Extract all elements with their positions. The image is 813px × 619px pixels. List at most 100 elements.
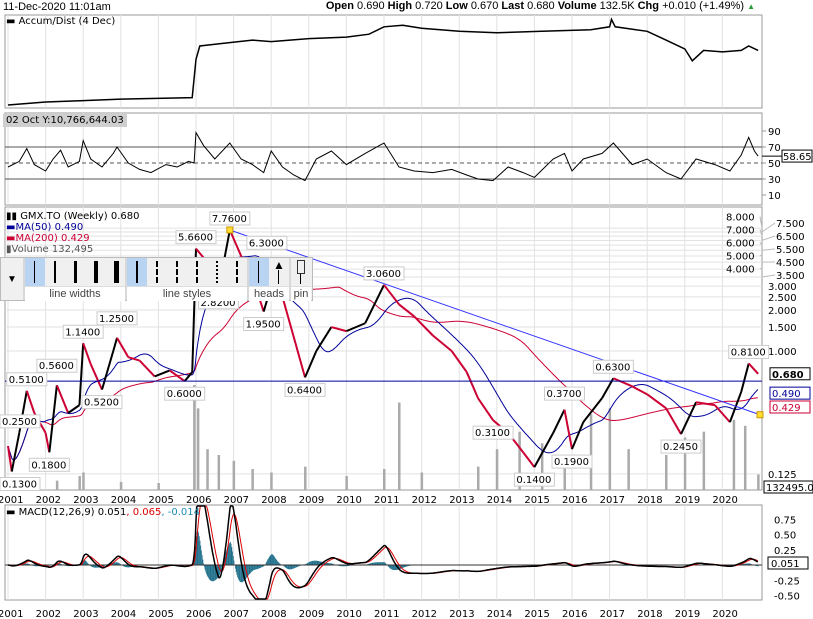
accum-dist-line bbox=[7, 17, 759, 106]
price-segment bbox=[747, 362, 759, 375]
line-style-dash-short[interactable] bbox=[187, 258, 207, 286]
macd-histogram-bar bbox=[381, 562, 382, 565]
macd-histogram-bar bbox=[117, 562, 119, 565]
line-style-dash-long[interactable] bbox=[147, 258, 167, 286]
macd-histogram-bar bbox=[368, 563, 370, 565]
macd-histogram-bar bbox=[332, 563, 334, 565]
price-segment bbox=[432, 334, 453, 352]
macd-histogram-bar bbox=[205, 565, 207, 573]
macd-histogram-bar bbox=[210, 565, 212, 581]
price-axis-label: 6.000 bbox=[726, 239, 755, 250]
line-width-2[interactable] bbox=[45, 258, 65, 286]
volume-bar bbox=[304, 466, 307, 490]
price-axis-leader bbox=[759, 242, 763, 246]
price-segment bbox=[740, 363, 750, 393]
macd-histogram-bar bbox=[291, 565, 293, 570]
macd-histogram-bar bbox=[87, 563, 89, 565]
price-annotation-label: 0.1300 bbox=[2, 480, 37, 491]
macd-histogram-bar bbox=[276, 560, 278, 565]
price-annotation-label: 3.0600 bbox=[366, 269, 401, 280]
toolbar-dropdown-button[interactable]: ▼ bbox=[1, 258, 25, 300]
head-arrow[interactable]: ▲ bbox=[269, 258, 289, 286]
macd-histogram-bar bbox=[241, 565, 243, 583]
line-width-4[interactable] bbox=[85, 258, 105, 286]
macd-histogram-bar bbox=[93, 565, 95, 568]
price-segment bbox=[89, 363, 103, 391]
macd-histogram-bar bbox=[200, 545, 202, 565]
line-width-1[interactable] bbox=[25, 258, 45, 286]
ma200-text: MA(200) 0.429 bbox=[15, 233, 90, 244]
macd-histogram-bar bbox=[267, 559, 269, 565]
volume-bar bbox=[196, 408, 200, 490]
macd-tick-label: 0.75 bbox=[774, 515, 796, 526]
macd-histogram-bar bbox=[340, 565, 342, 567]
macd-histogram-bar bbox=[370, 563, 372, 565]
price-annotation-label: 2.8200 bbox=[201, 298, 236, 309]
price-segment bbox=[138, 359, 156, 378]
macd-histogram-bar bbox=[119, 563, 121, 565]
line-style-dash[interactable] bbox=[167, 258, 187, 286]
price-segment bbox=[695, 401, 716, 407]
volume-bar bbox=[251, 469, 254, 490]
macd-histogram-bar bbox=[243, 565, 245, 581]
price-segment bbox=[101, 350, 115, 390]
price-segment bbox=[116, 337, 130, 358]
pin-button[interactable] bbox=[291, 258, 311, 286]
accum-legend: ▬ Accum/Dist (4 Dec) bbox=[6, 16, 115, 27]
macd-histogram-bar bbox=[228, 544, 230, 565]
macd-histogram-bar bbox=[318, 561, 320, 565]
line-width-3[interactable] bbox=[65, 258, 85, 286]
macd-histogram-bar bbox=[285, 565, 287, 569]
macd-histogram-bar bbox=[308, 562, 309, 565]
macd-histogram-bar bbox=[125, 565, 126, 568]
macd-histogram-bar bbox=[748, 563, 750, 565]
macd-histogram-bar bbox=[227, 547, 228, 565]
line-style-solid[interactable] bbox=[127, 258, 147, 286]
volume-bar bbox=[589, 414, 593, 490]
price-annotation-label: 0.5600 bbox=[39, 361, 74, 372]
macd-histogram-bar bbox=[202, 559, 204, 565]
ma200-value-box bbox=[769, 400, 811, 414]
price-axis-leader bbox=[761, 222, 776, 233]
macd-histogram-bar bbox=[209, 565, 210, 580]
price-segment bbox=[450, 350, 468, 373]
macd-histogram-bar bbox=[198, 532, 199, 565]
macd-histogram-bar bbox=[83, 560, 85, 565]
macd-histogram-bar bbox=[284, 565, 286, 567]
line-style-dash-dot[interactable] bbox=[227, 258, 247, 286]
x-axis-top-label: 2010 bbox=[336, 495, 361, 506]
macd-histogram-bar bbox=[245, 565, 246, 580]
line-style-dotted[interactable] bbox=[207, 258, 227, 286]
macd-histogram-bar bbox=[258, 565, 259, 569]
price-annotation-label: 0.5100 bbox=[9, 375, 44, 386]
macd-histogram-bar bbox=[124, 565, 126, 567]
x-axis-top-label: 2007 bbox=[224, 495, 249, 506]
macd-histogram-bar bbox=[390, 565, 392, 569]
x-axis-top-label: 2003 bbox=[73, 495, 98, 506]
line-width-5[interactable] bbox=[105, 258, 125, 286]
macd-histogram-bar bbox=[744, 563, 746, 565]
price-annotation-box bbox=[6, 372, 48, 387]
macd-histogram-bar bbox=[255, 565, 257, 570]
macd-histogram-bar bbox=[294, 565, 296, 569]
chg-value: +0.010 (+1.49%) bbox=[662, 0, 745, 12]
x-axis-bottom-label: 2005 bbox=[148, 609, 173, 619]
volume-bar bbox=[683, 437, 687, 490]
crosshair-tooltip: 02 Oct Y:10,766,644.03 bbox=[3, 114, 127, 127]
macd-histogram-bar bbox=[379, 562, 381, 565]
macd-histogram-bar bbox=[342, 565, 344, 567]
macd-histogram-bar bbox=[329, 563, 330, 565]
price-annotation-label: 1.1400 bbox=[65, 327, 100, 338]
head-none[interactable] bbox=[249, 258, 269, 286]
macd-histogram-bar bbox=[112, 562, 114, 565]
price-annotation-box bbox=[660, 439, 702, 454]
volume-bar bbox=[119, 481, 123, 490]
volume-bar bbox=[232, 460, 236, 490]
x-axis-top-label: 2008 bbox=[261, 495, 286, 506]
price-segment bbox=[465, 371, 479, 399]
x-axis-bottom-label: 2018 bbox=[637, 609, 662, 619]
volume-bar bbox=[563, 455, 566, 490]
macd-histogram-bar bbox=[229, 542, 231, 565]
macd-histogram-bar bbox=[325, 562, 327, 565]
macd-histogram-bar bbox=[398, 565, 400, 570]
